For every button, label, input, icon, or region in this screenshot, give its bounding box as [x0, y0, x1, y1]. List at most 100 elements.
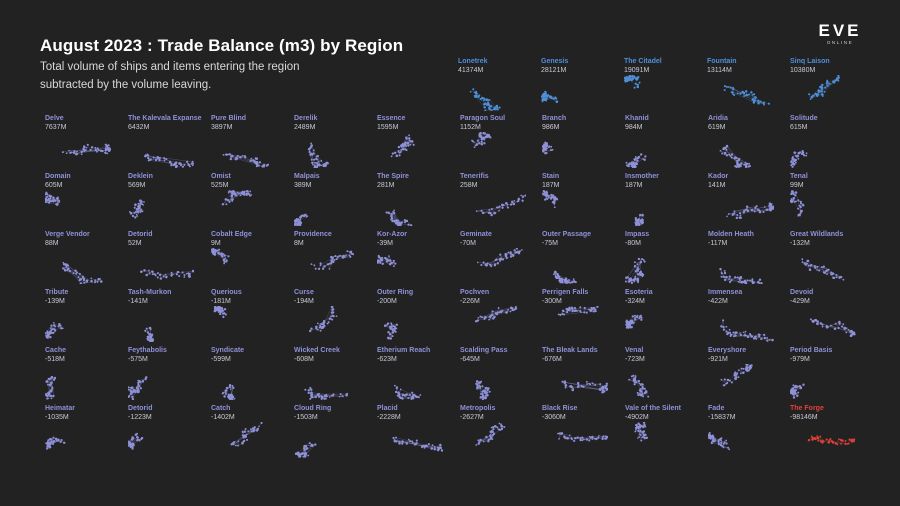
region-map-icon	[541, 90, 559, 103]
region-value: -623M	[377, 356, 397, 363]
region-name: Devoid	[790, 289, 814, 296]
region-value: 7637M	[45, 124, 67, 131]
region-value: 10380M	[790, 67, 816, 74]
region-map-icon	[221, 383, 236, 400]
region-map-icon	[471, 132, 492, 149]
region-map-icon	[221, 190, 253, 206]
region-value: 3897M	[211, 124, 233, 131]
region-name: Cloud Ring	[294, 405, 332, 412]
region-name: Pochven	[460, 289, 490, 296]
region-cell: Omist 525M	[211, 173, 291, 229]
region-name: Lonetrek	[458, 58, 488, 65]
region-cell: Catch -1402M	[211, 405, 291, 461]
region-name: Insmother	[625, 173, 659, 180]
region-map-icon	[129, 199, 145, 219]
eve-online-logo: EVE ONLINE	[812, 22, 868, 46]
region-map-icon	[45, 322, 64, 339]
region-name: Great Wildlands	[790, 231, 844, 238]
region-value: 141M	[708, 182, 726, 189]
region-map-icon	[211, 248, 230, 265]
region-map-icon	[475, 194, 526, 217]
region-map-icon	[144, 326, 155, 342]
region-cell: Etherium Reach -623M	[377, 347, 457, 403]
region-value: -194M	[294, 298, 314, 305]
region-name: Tribute	[45, 289, 69, 296]
region-cell: Providence 8M	[294, 231, 374, 287]
region-map-icon	[790, 383, 805, 399]
region-value: -80M	[625, 240, 641, 247]
region-name: Etherium Reach	[377, 347, 431, 354]
region-name: Kador	[708, 173, 729, 180]
region-name: Sinq Laison	[790, 58, 830, 65]
region-map-icon	[230, 422, 263, 447]
region-cell: Stain 187M	[542, 173, 622, 229]
region-value: 258M	[460, 182, 478, 189]
region-value: -324M	[625, 298, 645, 305]
region-map-icon	[140, 269, 194, 280]
region-map-icon	[390, 134, 415, 158]
region-map-icon	[720, 364, 753, 387]
region-map-icon	[310, 250, 355, 271]
region-name: Molden Heath	[708, 231, 754, 238]
region-name: Impass	[625, 231, 650, 238]
region-map-icon	[625, 153, 647, 168]
region-map-icon	[552, 270, 577, 284]
region-value: -429M	[790, 298, 810, 305]
region-name: Vale of the Silent	[625, 405, 682, 412]
region-value: 1152M	[460, 124, 481, 131]
region-map-icon	[308, 306, 338, 333]
region-name: The Forge	[790, 405, 824, 412]
region-cell: Aridia 619M	[708, 115, 788, 171]
region-cell: Khanid 984M	[625, 115, 705, 171]
region-map-icon	[719, 144, 752, 168]
region-name: Essence	[377, 115, 406, 122]
region-value: -181M	[211, 298, 231, 305]
region-value: 569M	[128, 182, 146, 189]
region-value: -226M	[460, 298, 480, 305]
region-name: Khanid	[625, 115, 649, 122]
region-name: Aridia	[708, 115, 728, 122]
region-name: Verge Vendor	[45, 231, 90, 238]
region-name: Providence	[294, 231, 332, 238]
region-cell: Sinq Laison 10380M	[790, 58, 870, 114]
region-cell: Detorid -1223M	[128, 405, 208, 461]
region-map-icon	[809, 318, 856, 338]
region-cell: Outer Ring -200M	[377, 289, 457, 345]
region-map-icon	[720, 319, 774, 342]
region-name: Venal	[625, 347, 644, 354]
region-map-icon	[475, 422, 506, 446]
region-cell: Curse -194M	[294, 289, 374, 345]
region-name: Tenerifis	[460, 173, 489, 180]
region-name: Immensea	[708, 289, 743, 296]
region-value: 187M	[625, 182, 643, 189]
region-cell: Tribute -139M	[45, 289, 125, 345]
region-map-icon	[625, 257, 646, 284]
region-value: -921M	[708, 356, 728, 363]
region-cell: Cache -518M	[45, 347, 125, 403]
region-map-icon	[469, 88, 501, 111]
region-map-icon	[542, 141, 554, 155]
region-name: The Kalevala Expanse	[128, 115, 202, 122]
region-map-icon	[542, 190, 559, 209]
region-cell: Kador 141M	[708, 173, 788, 229]
region-value: 28121M	[541, 67, 567, 74]
region-map-icon	[624, 75, 641, 89]
region-cell: Impass -80M	[625, 231, 705, 287]
region-value: 986M	[542, 124, 560, 131]
region-value: -98146M	[790, 414, 818, 421]
region-name: Metropolis	[460, 405, 496, 412]
region-map-icon	[213, 306, 227, 319]
region-name: Everyshore	[708, 347, 747, 354]
region-name: Feythabolis	[128, 347, 167, 354]
region-value: -599M	[211, 356, 231, 363]
region-map-icon	[790, 150, 808, 168]
region-value: -4902M	[625, 414, 649, 421]
region-name: Scalding Pass	[460, 347, 508, 354]
region-cell: Tash-Murkon -141M	[128, 289, 208, 345]
region-name: Cache	[45, 347, 67, 354]
region-cell: Esoteria -324M	[625, 289, 705, 345]
region-value: 41374M	[458, 67, 484, 74]
region-value: 389M	[294, 182, 312, 189]
region-map-icon	[807, 435, 856, 446]
region-value: -200M	[377, 298, 397, 305]
